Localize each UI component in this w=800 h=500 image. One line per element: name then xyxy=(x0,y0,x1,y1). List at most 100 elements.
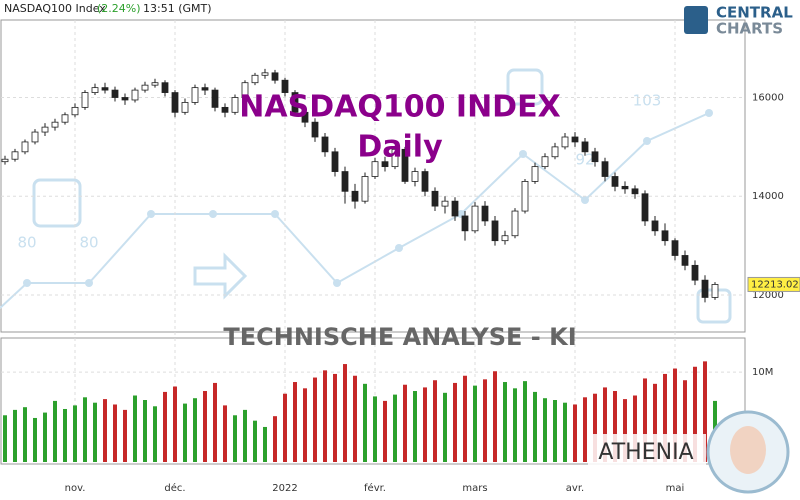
candle-body xyxy=(581,141,589,153)
candle-body xyxy=(301,111,309,123)
time: 13:51 (GMT) xyxy=(143,2,212,15)
candle-body xyxy=(71,106,79,116)
volume-bar xyxy=(13,409,17,462)
x-tick-label: févr. xyxy=(364,482,386,494)
volume-bar xyxy=(23,407,27,462)
volume-bar xyxy=(193,398,197,462)
volume-bar xyxy=(333,373,337,462)
price-label-box xyxy=(747,276,800,292)
candle-body xyxy=(511,210,519,237)
candle-body xyxy=(411,171,419,182)
candle-body xyxy=(371,161,379,177)
candle-body xyxy=(621,185,629,190)
volume-bar xyxy=(603,387,607,462)
volume-bar xyxy=(183,403,187,462)
candle-body xyxy=(631,188,639,195)
candle-body xyxy=(171,92,179,113)
volume-bar xyxy=(453,382,457,462)
candle-body xyxy=(681,255,689,266)
candle-body xyxy=(61,114,69,123)
candle-body xyxy=(401,148,409,182)
candle-body xyxy=(351,190,359,202)
volume-bar xyxy=(243,409,247,462)
candle-body xyxy=(151,82,159,86)
y-tick-label: 12000 xyxy=(752,290,784,301)
candle-body xyxy=(361,176,369,202)
watermark-label: 80 xyxy=(79,234,98,252)
y-tick-label: 16000 xyxy=(752,93,784,104)
x-tick-label: 2022 xyxy=(272,483,297,494)
candle-body xyxy=(501,235,509,242)
volume-bar xyxy=(223,405,227,462)
volume-bar xyxy=(653,383,657,462)
candle-body xyxy=(671,240,679,256)
volume-bar xyxy=(263,426,267,462)
volume-bar xyxy=(133,395,137,462)
volume-bar xyxy=(43,412,47,462)
volume-bar xyxy=(513,388,517,462)
candle-body xyxy=(421,171,429,192)
volume-bar xyxy=(153,406,157,462)
volume-bar xyxy=(573,404,577,462)
watermark-title: NASDAQ100 INDEX xyxy=(239,90,560,125)
y-tick-label: 14000 xyxy=(752,191,784,202)
watermark-icon xyxy=(32,178,82,228)
candle-body xyxy=(561,136,569,148)
watermark-period: Daily xyxy=(357,130,443,165)
volume-bar xyxy=(613,391,617,462)
logo-line2: CHARTS xyxy=(716,20,783,38)
candle-body xyxy=(471,205,479,232)
candle-body xyxy=(461,215,469,232)
volume-bar xyxy=(403,384,407,462)
volume-bar xyxy=(493,371,497,462)
candle-body xyxy=(81,92,89,108)
candle-body xyxy=(141,84,149,91)
volume-bar xyxy=(683,380,687,462)
candle-body xyxy=(391,148,399,168)
watermark-label: 80 xyxy=(17,234,36,252)
volume-bar xyxy=(673,368,677,462)
candle-body xyxy=(531,166,539,182)
candle-body xyxy=(431,190,439,207)
volume-bar xyxy=(363,383,367,462)
candle-body xyxy=(661,230,669,242)
watermark-arrow xyxy=(193,252,248,300)
volume-bar xyxy=(623,399,627,462)
volume-bar xyxy=(93,402,97,462)
candle-body xyxy=(571,136,579,143)
watermark-dots xyxy=(23,109,713,287)
volume-bar xyxy=(203,391,207,462)
candle-body xyxy=(541,156,549,168)
volume-bar xyxy=(423,387,427,462)
volume-bar xyxy=(533,391,537,462)
volume-bar xyxy=(413,391,417,462)
volume-bar xyxy=(313,377,317,462)
volume-bar xyxy=(293,382,297,462)
y-tick-label: 10M xyxy=(752,367,773,378)
candle-body xyxy=(651,220,659,232)
candle-body xyxy=(31,131,39,143)
volume-bar xyxy=(303,388,307,462)
candle-body xyxy=(111,89,119,98)
volume-bar xyxy=(123,409,127,462)
volume-bar xyxy=(703,361,707,462)
volume-bar xyxy=(643,378,647,462)
candle-body xyxy=(261,72,269,76)
volume-bar xyxy=(143,400,147,462)
candle-body xyxy=(641,193,649,222)
candle-body xyxy=(211,89,219,108)
volume-bar xyxy=(633,395,637,462)
candle-body xyxy=(221,106,229,113)
volume-bar xyxy=(73,405,77,462)
candle-body xyxy=(521,181,529,212)
x-tick-label: avr. xyxy=(566,483,584,494)
candle-body xyxy=(451,200,459,217)
candle-body xyxy=(101,87,109,91)
candle-body xyxy=(711,284,719,298)
candle-body xyxy=(341,171,349,192)
candle-body xyxy=(551,146,559,158)
watermark-icon xyxy=(506,68,544,106)
analysis-label: TECHNISCHE ANALYSE - KI xyxy=(223,323,576,351)
volume-bar xyxy=(503,382,507,462)
candle-body xyxy=(691,264,699,281)
